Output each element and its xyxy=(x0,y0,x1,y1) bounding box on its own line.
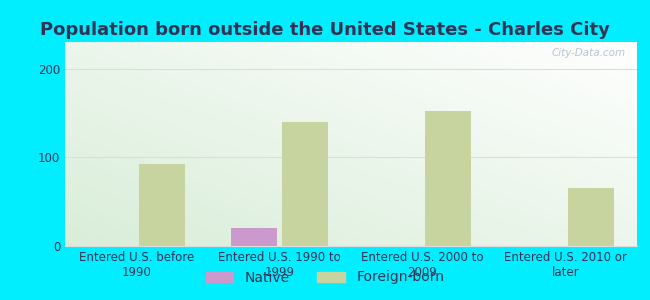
Bar xyxy=(568,188,614,246)
Bar xyxy=(139,164,185,246)
Bar xyxy=(231,228,277,246)
Legend: Native, Foreign-born: Native, Foreign-born xyxy=(200,265,450,290)
Bar xyxy=(425,111,471,246)
Text: Population born outside the United States - Charles City: Population born outside the United State… xyxy=(40,21,610,39)
Text: City-Data.com: City-Data.com xyxy=(551,48,625,58)
Bar xyxy=(282,122,328,246)
